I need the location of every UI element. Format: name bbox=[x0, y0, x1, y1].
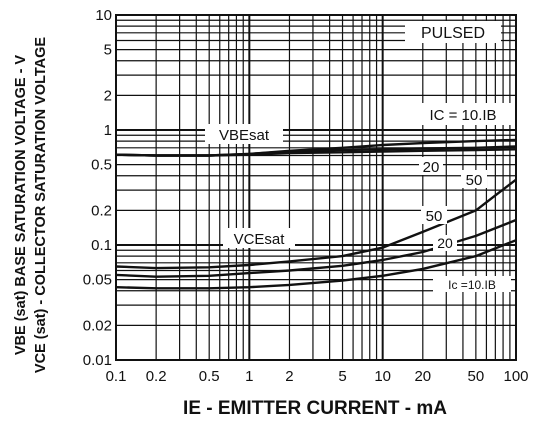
y-tick-label: 0.05 bbox=[83, 272, 112, 289]
x-tick-label: 0.5 bbox=[199, 368, 220, 385]
x-tick-label: 5 bbox=[338, 368, 346, 385]
y-tick-label: 0.1 bbox=[91, 237, 112, 254]
x-axis-title: IE - EMITTER CURRENT - mA bbox=[183, 398, 447, 419]
vcesat-label: VCEsat bbox=[234, 231, 286, 248]
vce-50-box bbox=[421, 206, 447, 224]
vbe-50-box bbox=[461, 170, 487, 188]
y-axis-title-line2: VCE (sat) - COLLECTOR SATURATION VOLTAGE bbox=[33, 37, 49, 374]
vbe-20-label: 20 bbox=[423, 159, 440, 176]
y-tick-label: 1 bbox=[104, 122, 112, 139]
curve-4 bbox=[115, 178, 517, 270]
y-tick-label: 0.5 bbox=[91, 157, 112, 174]
y-tick-label: 10 bbox=[95, 7, 112, 24]
x-tick-label: 0.2 bbox=[146, 368, 167, 385]
x-tick-label: 50 bbox=[468, 368, 485, 385]
grid bbox=[116, 15, 516, 360]
x-tick-label: 2 bbox=[285, 368, 293, 385]
y-tick-label: 0.02 bbox=[83, 317, 112, 334]
vbesat-label: VBEsat bbox=[219, 127, 270, 144]
y-tick-label: 2 bbox=[104, 87, 112, 104]
x-tick-labels: 0.1 0.2 0.5 1 2 5 10 20 50 100 bbox=[106, 368, 529, 385]
curve-3 bbox=[115, 148, 517, 157]
vce-20-box bbox=[433, 235, 457, 251]
vbesat-box bbox=[205, 124, 283, 144]
vce-50-label: 50 bbox=[426, 208, 443, 225]
y-tick-label: 5 bbox=[104, 42, 112, 59]
x-tick-label: 0.1 bbox=[106, 368, 127, 385]
vce-10-box bbox=[433, 276, 511, 292]
vbe-50-label: 50 bbox=[466, 172, 483, 189]
pulsed-box bbox=[405, 21, 501, 43]
pulsed-label: PULSED bbox=[421, 25, 485, 42]
y-tick-label: 0.2 bbox=[91, 202, 112, 219]
x-tick-label: 20 bbox=[414, 368, 431, 385]
y-tick-labels: 0.01 0.02 0.05 0.1 0.2 0.5 1 2 5 10 bbox=[83, 7, 112, 369]
x-tick-label: 10 bbox=[374, 368, 391, 385]
ic-ratio-box bbox=[413, 103, 513, 125]
x-tick-label: 100 bbox=[503, 368, 528, 385]
vcesat-box bbox=[223, 228, 295, 248]
y-axis-title-line1: VBE (sat) BASE SATURATION VOLTAGE - V bbox=[13, 55, 29, 356]
x-tick-label: 1 bbox=[245, 368, 253, 385]
vbe-20-box bbox=[419, 157, 443, 175]
ic-ratio-label: IC = 10.IB bbox=[429, 107, 496, 124]
curve-6 bbox=[115, 239, 517, 290]
vce-20-label: 20 bbox=[437, 235, 453, 251]
y-tick-label: 0.01 bbox=[83, 352, 112, 369]
plot-frame bbox=[115, 14, 517, 361]
vce-10-label: Ic =10.IB bbox=[448, 278, 496, 292]
curves bbox=[115, 138, 517, 290]
